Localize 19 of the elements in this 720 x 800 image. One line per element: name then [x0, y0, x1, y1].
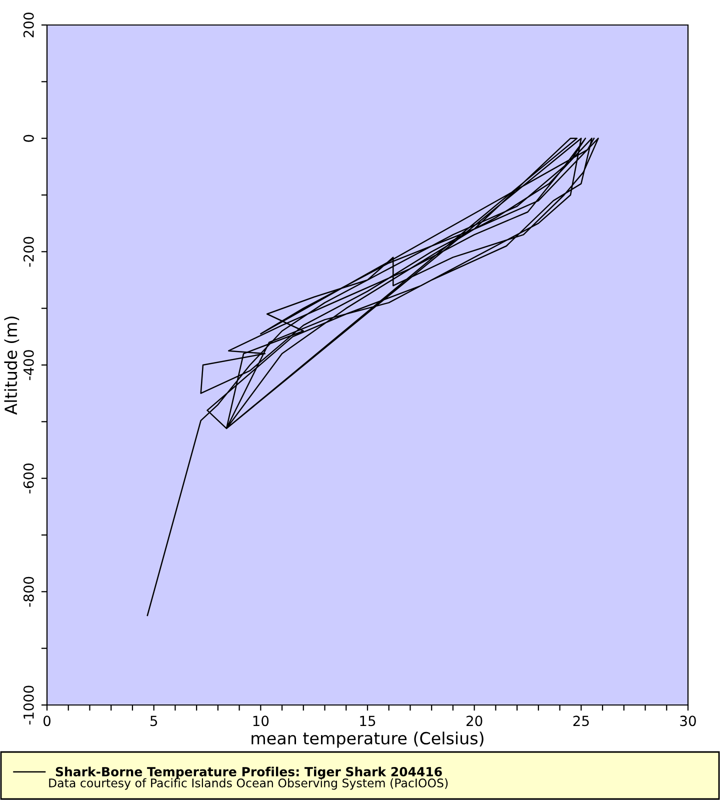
x-tick-label: 15: [360, 716, 376, 726]
x-tick-label: 5: [150, 716, 158, 726]
y-tick-label: 0: [23, 134, 34, 142]
x-axis-title: mean temperature (Celsius): [252, 732, 484, 748]
x-tick-label: 30: [680, 716, 696, 726]
x-tick-label: 25: [573, 716, 589, 726]
line-series: [146, 138, 599, 616]
y-axis-title: Altitude (m): [4, 316, 20, 415]
y-tick-label: -600: [23, 463, 34, 494]
legend-label: Shark-Borne Temperature Profiles: Tiger Shark 204416: [56, 766, 442, 779]
y-tick-label: 200: [23, 12, 34, 38]
y-tick-label: -1000: [23, 686, 34, 724]
x-tick-label: 10: [253, 716, 269, 726]
y-tick-label: -200: [23, 236, 34, 267]
text: Data courtesy of Pacific Islands Ocean Observing System (PacIOOS): [49, 778, 448, 790]
x-tick-label: 20: [466, 716, 482, 726]
y-tick-label: -400: [23, 350, 34, 380]
y-tick-label: -800: [23, 576, 34, 607]
x-tick-label: 0: [43, 716, 50, 726]
